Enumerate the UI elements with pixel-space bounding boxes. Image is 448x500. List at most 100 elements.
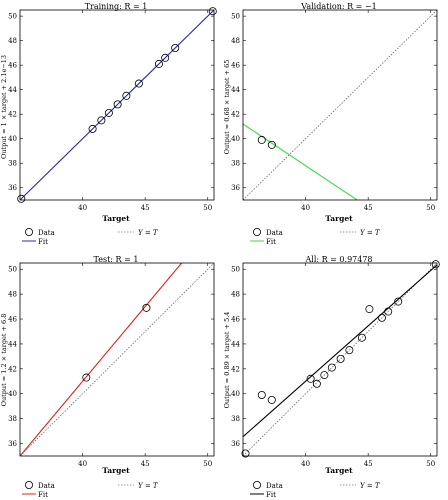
y-tick-label: 48	[8, 37, 17, 45]
legend-fit-label: Fit	[38, 238, 48, 246]
legend-data-label: Data	[266, 229, 283, 237]
data-point	[113, 100, 122, 109]
data-point	[97, 116, 106, 125]
x-axis-label: Target	[325, 214, 353, 223]
y-tick-label: 46	[8, 316, 17, 324]
identity-line	[20, 263, 214, 456]
panel-validation: Validation: R = −1 40 45 50 36 38 40 42 44 46 48 5…	[223, 2, 438, 246]
y-tick-label: 44	[8, 340, 17, 348]
legend-fit-label: Fit	[266, 238, 276, 246]
data-point	[122, 91, 131, 100]
y-tick-label: 42	[231, 111, 240, 119]
y-tick-label: 36	[231, 440, 240, 448]
data-point	[257, 390, 266, 399]
panel-title: All: R = 0.97478	[304, 255, 372, 264]
y-tick-label: 40	[231, 135, 240, 143]
legend-yt-label: Y = T	[138, 229, 159, 237]
data-point	[208, 7, 217, 16]
fit-line	[20, 10, 214, 200]
data-point	[142, 303, 151, 312]
x-tick-label: 40	[301, 204, 310, 212]
y-tick-label: 38	[231, 415, 240, 423]
legend-fit-label: Fit	[266, 491, 276, 499]
y-axis-label: Output ≈ 0.68 × target + 65	[223, 60, 231, 155]
identity-line	[243, 10, 437, 200]
y-tick-label: 36	[8, 184, 17, 192]
data-point	[104, 108, 113, 117]
y-tick-label: 50	[231, 13, 240, 21]
y-tick-label: 46	[231, 62, 240, 70]
y-tick-label: 38	[231, 160, 240, 168]
data-point	[327, 363, 336, 372]
panel-test: Test: R = 1 40 45 50 36 38 40 42 44 46 48 50 Targe…	[0, 255, 215, 499]
plot-area: 40 45 50 36 38 40 42 44 46 48 50	[231, 9, 438, 212]
data-point	[365, 305, 374, 314]
plot-frame	[19, 262, 215, 457]
x-tick-label: 40	[301, 460, 310, 468]
data-point	[161, 53, 170, 62]
y-tick-label: 48	[231, 291, 240, 299]
data-point	[154, 59, 163, 68]
x-tick-label: 50	[203, 460, 212, 468]
y-tick-label: 44	[231, 86, 240, 94]
data-point	[377, 313, 386, 322]
y-tick-label: 38	[8, 160, 17, 168]
x-tick-label: 40	[78, 460, 87, 468]
data-point	[267, 140, 276, 149]
data-point	[88, 124, 97, 133]
y-tick-label: 50	[8, 266, 17, 274]
data-point	[336, 354, 345, 363]
legend-data-marker	[24, 480, 33, 489]
x-tick-label: 50	[203, 204, 212, 212]
x-axis-label: Target	[102, 214, 130, 223]
panel-title: Training: R = 1	[85, 2, 148, 11]
y-tick-label: 44	[231, 340, 240, 348]
data-point	[394, 297, 403, 306]
y-tick-label: 36	[8, 440, 17, 448]
x-tick-label: 45	[141, 460, 150, 468]
legend-yt-label: Y = T	[360, 482, 381, 490]
x-tick-label: 50	[426, 204, 435, 212]
plot-area: 40 45 50 36 38 40 42 44 46 48 50	[8, 7, 217, 212]
data-point	[306, 374, 315, 383]
plot-frame	[242, 9, 438, 201]
identity-line	[243, 263, 437, 456]
y-tick-label: 40	[231, 390, 240, 398]
data-point	[134, 79, 143, 88]
panel-title: Test: R = 1	[94, 255, 139, 264]
legend: Data Fit Y = T	[22, 227, 159, 246]
y-tick-label: 36	[231, 184, 240, 192]
panel-training: Training: R = 1 40 45 50 36 38 40 42 44 46 48 50 T…	[0, 2, 217, 246]
x-tick-label: 45	[141, 204, 150, 212]
y-tick-label: 46	[8, 62, 17, 70]
y-tick-label: 40	[8, 390, 17, 398]
legend-fit-label: Fit	[38, 491, 48, 499]
legend-data-marker	[252, 480, 261, 489]
y-axis-label: Output ≈ 1 × target + 2.1e−13	[0, 55, 8, 159]
data-point	[241, 449, 250, 458]
plot-frame	[19, 9, 215, 201]
panel-title: Validation: R = −1	[300, 2, 376, 11]
legend-data-marker	[24, 227, 33, 236]
y-tick-label: 50	[231, 266, 240, 274]
legend-data-label: Data	[38, 229, 55, 237]
legend: Data Fit Y = T	[250, 480, 381, 499]
fit-line	[243, 264, 437, 438]
x-tick-label: 45	[364, 460, 373, 468]
y-tick-label: 48	[8, 291, 17, 299]
legend: Data Fit Y = T	[22, 480, 159, 499]
y-tick-label: 42	[231, 365, 240, 373]
fit-line	[20, 263, 183, 456]
y-tick-label: 42	[8, 365, 17, 373]
data-point	[17, 194, 26, 203]
legend-yt-label: Y = T	[360, 229, 381, 237]
x-axis-label: Target	[325, 466, 353, 475]
legend-data-label: Data	[266, 482, 283, 490]
y-axis-label: Output ≈ 1.2 × target + 6.8	[0, 314, 8, 407]
data-point	[82, 373, 91, 382]
y-tick-label: 48	[231, 37, 240, 45]
data-point	[431, 260, 440, 269]
y-tick-label: 44	[8, 86, 17, 94]
x-tick-label: 50	[426, 460, 435, 468]
